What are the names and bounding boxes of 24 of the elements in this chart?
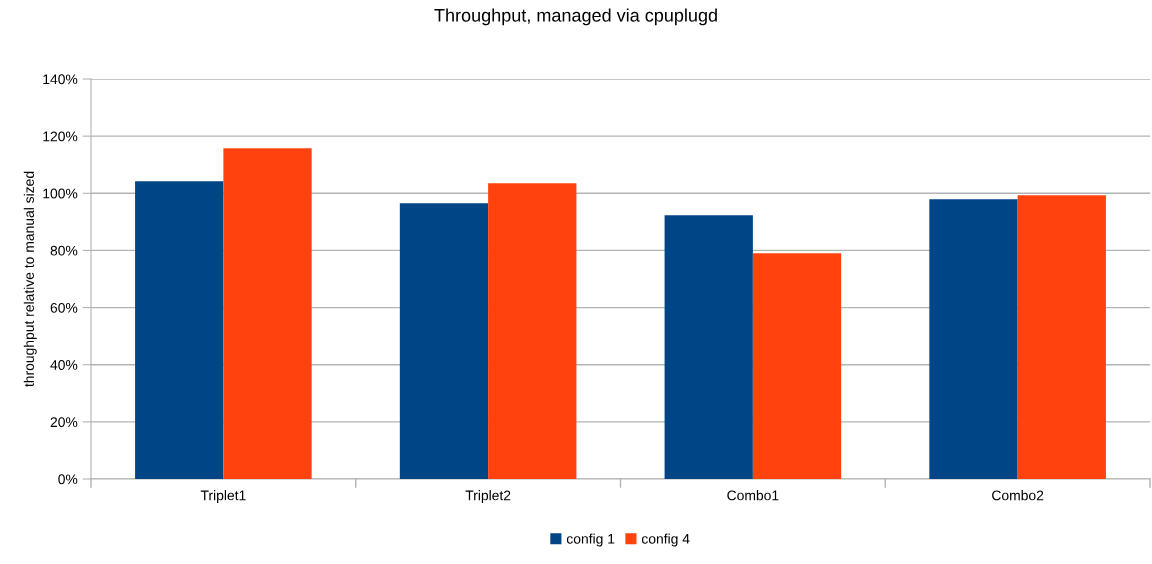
legend-label: config 4 — [641, 533, 690, 547]
bar — [488, 183, 577, 479]
legend-label: config 1 — [566, 533, 615, 547]
y-axis-title: throughput relative to manual sized — [23, 171, 37, 387]
bar — [752, 253, 842, 479]
x-tick-label: Combo1 — [727, 490, 779, 501]
y-tick-label: 60% — [50, 302, 78, 313]
y-tick-label: 140% — [43, 74, 78, 85]
y-tick-label: 80% — [50, 245, 78, 256]
bar — [223, 148, 312, 479]
x-tick-label: Triplet2 — [465, 490, 511, 504]
bar — [664, 215, 753, 479]
y-tick-label: 100% — [43, 188, 78, 199]
bar — [399, 203, 489, 479]
y-tick-label: 20% — [50, 417, 78, 428]
x-tick-label: Triplet1 — [200, 490, 246, 504]
y-tick-label: 40% — [50, 360, 78, 370]
bar — [1017, 195, 1106, 479]
bar — [135, 181, 224, 479]
y-tick-label: 0% — [58, 474, 78, 485]
y-tick-label: 120% — [43, 131, 78, 142]
x-tick-label: Combo2 — [992, 490, 1044, 501]
bar — [929, 199, 1018, 479]
chart-title: Throughput, managed via cpuplugd — [434, 8, 717, 26]
